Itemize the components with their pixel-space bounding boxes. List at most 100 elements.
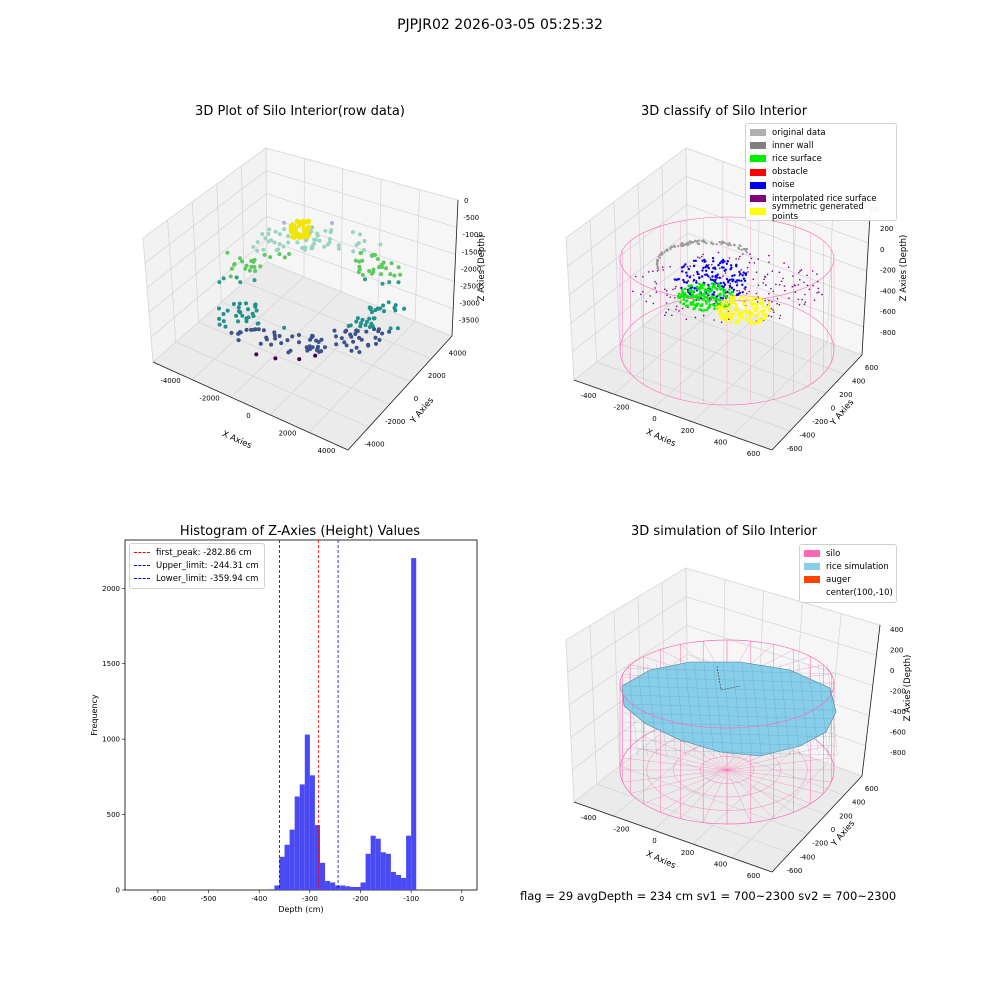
symmetric-point (733, 308, 737, 312)
silo-floor-spoke (643, 769, 728, 804)
interpolated-point (797, 298, 800, 301)
rice-surface-point (695, 294, 699, 297)
noise-point (709, 278, 713, 281)
noise-point (741, 291, 744, 294)
wall-gridline (266, 216, 455, 282)
x-tick-label: -100 (403, 895, 419, 903)
x-tick-label: 400 (714, 439, 727, 447)
raw-data-point (380, 281, 385, 286)
rice-surface-point (703, 292, 707, 296)
interpolated-point (821, 293, 823, 296)
interpolated-point (729, 282, 732, 285)
noise-point (722, 286, 725, 289)
wall-gridline (567, 176, 687, 267)
raw-data-point (310, 244, 315, 249)
legend-label: Upper_limit: -244.31 cm (156, 560, 259, 571)
noise-point (715, 274, 718, 278)
y-axis-label: Y Axies (408, 395, 436, 426)
interpolated-point (747, 271, 749, 273)
raw-data-point (354, 319, 359, 324)
wall-gridline (191, 201, 199, 323)
raw-data-point (364, 329, 369, 334)
histogram-bar (385, 853, 391, 890)
interpolated-point (698, 257, 701, 259)
mesh-line (741, 663, 753, 757)
raw-data-point (217, 316, 222, 321)
rice-surface-point (682, 295, 685, 299)
interpolated-point (770, 287, 772, 290)
raw-data-point (319, 337, 324, 342)
noise-point (707, 283, 710, 287)
symmetric-point (753, 314, 757, 317)
rice-surface-point (685, 299, 689, 303)
z-tick-label: -600 (880, 308, 896, 316)
symmetric-point (728, 309, 732, 312)
interpolated-point (689, 265, 691, 268)
interpolated-point (711, 264, 713, 266)
original-data-point (663, 251, 666, 254)
figure-suptitle: PJPJR02 2026-03-05 05:25:32 (397, 17, 603, 33)
rice-surface-point (703, 308, 706, 312)
interpolated-point (799, 270, 801, 272)
rice-surface-point (693, 295, 696, 298)
mesh-line (770, 663, 781, 757)
raw-data-point (267, 227, 272, 232)
rice-surface-point (718, 286, 721, 289)
z-tick-label: -200 (890, 688, 906, 696)
classify-3d-plot: -400-2000200400600-600-400-2000200400600… (565, 147, 909, 458)
symmetric-point (732, 295, 736, 298)
z-tick-label: 200 (880, 225, 893, 233)
wall-gridline (686, 596, 877, 656)
raw-data-point (217, 280, 222, 285)
noise-point (692, 259, 696, 262)
interpolated-point (740, 269, 742, 271)
raw-data-point (369, 321, 374, 326)
raw-data-point (332, 328, 337, 333)
x-tick-label: 600 (747, 450, 760, 458)
y-tick-label: 600 (865, 785, 878, 793)
rice-surface-point (689, 295, 693, 298)
symmetric-point (750, 313, 753, 316)
floor-gridline (619, 343, 809, 413)
rice-surface-point (684, 294, 687, 297)
histogram-bar (406, 835, 412, 890)
interpolated-point (665, 311, 667, 314)
interpolated-point (806, 274, 808, 277)
symmetric-point (729, 298, 732, 302)
x-axis-label: Depth (cm) (278, 905, 323, 914)
noise-point (719, 296, 722, 299)
raw-data-point (221, 319, 226, 324)
symmetric-point (737, 313, 740, 317)
raw-data-point (276, 247, 281, 252)
raw-data-point (236, 331, 241, 336)
interpolated-point (744, 288, 747, 291)
symmetric-point (758, 302, 762, 305)
symmetric-point (739, 311, 743, 315)
symmetric-point (724, 312, 728, 316)
floor-gridline (308, 320, 416, 433)
rice-surface-point (708, 303, 712, 307)
mesh-line (623, 703, 837, 711)
x-tick-label: -200 (614, 826, 630, 834)
rice-surface-point (707, 285, 710, 289)
y-axis-line (771, 354, 863, 451)
raw-data-point (388, 326, 393, 331)
interpolated-point (748, 290, 750, 293)
legend-line (134, 565, 150, 567)
interpolated-point (755, 292, 758, 295)
floor-gridline (732, 762, 828, 859)
legend-swatch (804, 563, 820, 571)
mesh-line (637, 663, 648, 757)
raw-data-point (350, 230, 355, 235)
rice-surface-point (695, 285, 698, 289)
raw-data-point (354, 345, 359, 350)
x-tick-label: 4000 (318, 447, 336, 455)
interpolated-point (671, 314, 673, 317)
raw-data-point (229, 330, 234, 335)
rice-surface-point (710, 282, 714, 285)
rice-surface-point (682, 302, 685, 306)
rice-surface-point (703, 295, 706, 299)
raw-data-point (322, 244, 327, 249)
interpolated-point (681, 307, 684, 310)
